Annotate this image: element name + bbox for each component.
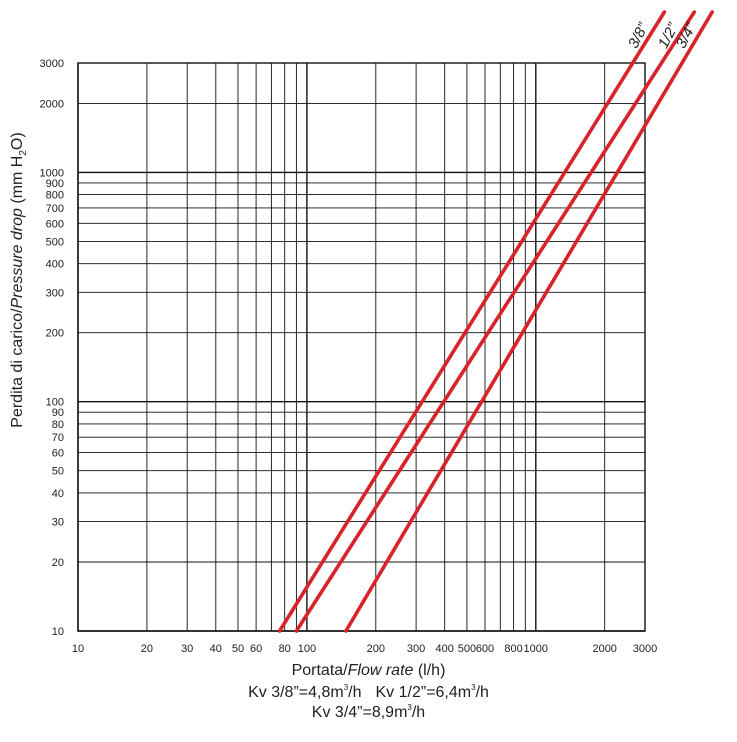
y-tick-label: 20 [52, 557, 64, 569]
series-line-1 [277, 61, 635, 633]
x-tick-label: 2000 [592, 643, 616, 655]
chart-grid [77, 62, 646, 632]
x-tick-label: 3000 [633, 643, 657, 655]
chart-series [277, 10, 715, 633]
y-tick-label: 50 [52, 466, 64, 478]
x-tick-label: 10 [72, 643, 84, 655]
y-tick-label: 500 [46, 236, 64, 248]
kv-3-4: Kv 3/4”=8,9m3/h [311, 703, 426, 722]
x-tick-label: 50 [232, 643, 244, 655]
y-tick-label: 300 [46, 287, 64, 299]
x-tick-label: 30 [181, 643, 193, 655]
x-tick-label: 400 [436, 643, 454, 655]
series-extension-3 [643, 10, 715, 128]
pressure-drop-chart: 10 20 30 40 50 60 80 100 200 300 400 500 600 800 1000 2… [9, 10, 715, 655]
x-tick-label: 20 [141, 643, 153, 655]
series-line-2 [294, 92, 644, 633]
series-labels: 3/8” 1/2”3/4” [625, 20, 700, 52]
x-axis-title: Portata/Flow rate (l/h) [291, 662, 446, 679]
y-tick-label: 10 [52, 626, 64, 638]
y-tick-label: 100 [46, 397, 64, 409]
y-tick-label: 70 [52, 432, 64, 444]
y-tick-label: 2000 [40, 98, 64, 110]
kv-values-line-2: Kv 3/4”=8,9m3/h [0, 703, 737, 723]
y-tick-label: 600 [46, 218, 64, 230]
series-extension-2 [639, 10, 697, 96]
y-tick-label: 200 [46, 328, 64, 340]
y-tick-label: 700 [46, 203, 64, 215]
series-extension-1 [630, 10, 667, 65]
plot-frame [77, 62, 646, 632]
y-tick-label: 60 [52, 448, 64, 460]
y-tick-label: 90 [52, 407, 64, 419]
x-tick-label: 1000 [524, 643, 548, 655]
y-tick-label: 40 [52, 488, 64, 500]
y-tick-label: 30 [52, 517, 64, 529]
y-tick-label: 80 [52, 419, 64, 431]
x-tick-label: 300 [407, 643, 425, 655]
kv-values-line-1: Kv 3/8”=4,8m3/h Kv 1/2”=6,4m3/h [0, 683, 737, 703]
y-tick-label: 400 [46, 259, 64, 271]
kv-3-8: Kv 3/8”=4,8m3/h [248, 683, 362, 702]
series-label-3: 3/4” [673, 20, 701, 52]
kv-1-2: Kv 1/2”=6,4m3/h [375, 683, 489, 702]
y-tick-label: 3000 [40, 58, 64, 70]
x-tick-label: 800 [504, 643, 522, 655]
x-tick-label: 600 [476, 643, 494, 655]
y-tick-label: 800 [46, 190, 64, 202]
x-tick-label: 200 [367, 643, 385, 655]
x-axis-ticks: 10 20 30 40 50 60 80 100 200 300 400 500 600 800 1000 2… [72, 643, 657, 655]
x-tick-label: 80 [279, 643, 291, 655]
y-tick-label: 900 [46, 178, 64, 190]
series-line-3 [344, 123, 647, 633]
x-tick-label: 40 [210, 643, 222, 655]
y-axis-title: Perdita di carico/Pressure drop (mm H2O) [9, 132, 29, 427]
x-tick-label: 60 [250, 643, 262, 655]
x-tick-label: 500 [458, 643, 476, 655]
y-tick-label: 1000 [40, 167, 64, 179]
x-tick-label: 100 [298, 643, 316, 655]
